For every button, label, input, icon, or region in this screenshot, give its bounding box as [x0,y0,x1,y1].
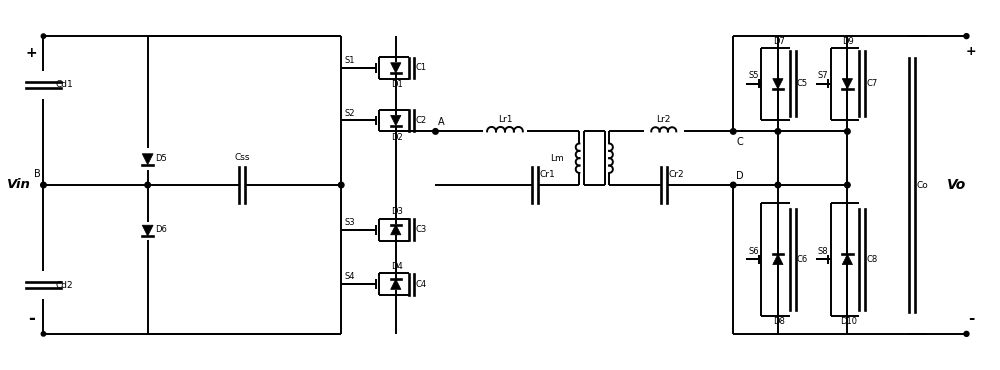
Text: D7: D7 [773,37,785,46]
Text: S3: S3 [344,218,355,227]
Circle shape [433,129,438,134]
Circle shape [730,182,736,188]
Polygon shape [773,254,783,265]
Text: S1: S1 [344,56,355,65]
Text: D8: D8 [773,317,785,326]
Circle shape [845,182,850,188]
Text: B: B [34,169,40,179]
Circle shape [41,34,46,38]
Text: Cr2: Cr2 [669,170,684,179]
Polygon shape [842,78,853,89]
Polygon shape [391,225,401,235]
Polygon shape [391,63,401,73]
Text: Lm: Lm [550,154,564,163]
Text: -: - [28,310,35,328]
Circle shape [845,129,850,134]
Text: Vin: Vin [7,178,31,192]
Text: D5: D5 [156,154,167,163]
Circle shape [145,182,150,188]
Text: C2: C2 [415,116,427,125]
Text: S4: S4 [344,272,355,281]
Text: S2: S2 [344,108,355,118]
Polygon shape [773,78,783,89]
Text: A: A [437,117,444,127]
Circle shape [775,129,781,134]
Text: Vo: Vo [947,178,966,192]
Text: D3: D3 [391,207,403,216]
Text: Css: Css [234,153,250,162]
Circle shape [964,34,969,38]
Text: Cd2: Cd2 [55,281,73,290]
Text: Cd1: Cd1 [55,80,73,89]
Text: C8: C8 [866,255,877,264]
Text: S6: S6 [748,247,759,256]
Text: D10: D10 [840,317,857,326]
Circle shape [41,182,46,188]
Text: D: D [736,171,744,181]
Text: Co: Co [917,181,929,189]
Text: Lr1: Lr1 [498,115,512,124]
Text: Cr1: Cr1 [540,170,555,179]
Text: C6: C6 [797,255,808,264]
Text: C1: C1 [415,63,427,73]
Circle shape [964,332,969,336]
Text: S8: S8 [818,247,828,256]
Text: C7: C7 [866,79,877,88]
Text: C4: C4 [415,280,427,289]
Text: D2: D2 [391,133,403,142]
Text: +: + [26,46,37,60]
Text: +: + [966,44,977,57]
Text: C5: C5 [797,79,808,88]
Text: D4: D4 [391,262,403,271]
Text: -: - [968,312,975,326]
Polygon shape [391,115,401,126]
Circle shape [775,182,781,188]
Text: S5: S5 [748,71,759,80]
Circle shape [338,182,344,188]
Polygon shape [142,154,153,165]
Text: D6: D6 [156,225,167,234]
Text: D9: D9 [842,37,854,46]
Text: C: C [736,137,743,147]
Polygon shape [842,254,853,265]
Text: S7: S7 [818,71,828,80]
Circle shape [41,332,46,336]
Circle shape [730,129,736,134]
Text: D1: D1 [391,80,403,89]
Polygon shape [142,225,153,236]
Text: C3: C3 [415,225,427,234]
Text: Lr2: Lr2 [657,115,671,124]
Polygon shape [391,279,401,289]
